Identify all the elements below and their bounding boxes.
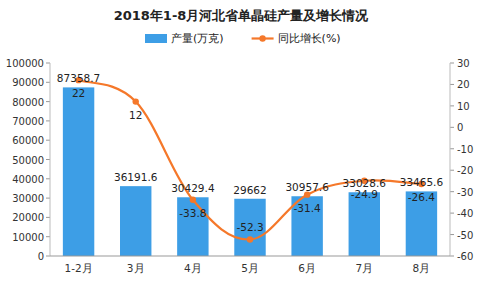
line-marker: [190, 197, 196, 203]
y2-tick-label: 10: [457, 101, 470, 112]
bar-label: 87358.7: [57, 72, 100, 84]
y-tick-label: 0: [38, 251, 44, 262]
bar-label: 33465.6: [400, 176, 444, 188]
bar: [177, 197, 208, 256]
y2-tick-label: -60: [457, 251, 473, 262]
line-label: -31.4: [294, 202, 321, 214]
line-marker: [133, 98, 139, 104]
y-tick-label: 20000: [12, 212, 44, 223]
line-label: -33.8: [179, 207, 206, 219]
y-tick-label: 40000: [12, 174, 44, 185]
legend-marker: [259, 35, 265, 41]
y-tick: [46, 120, 50, 121]
y-tick-label: 90000: [12, 77, 44, 88]
y2-axis: [450, 63, 451, 256]
y2-tick: [450, 256, 454, 257]
y-tick: [46, 178, 50, 179]
y2-tick-label: -40: [457, 208, 473, 219]
bar: [406, 191, 437, 256]
y2-tick: [450, 148, 454, 149]
bar-label: 30429.4: [171, 182, 215, 194]
x-tick-label: 5月: [241, 262, 259, 274]
x-tick-label: 4月: [184, 262, 202, 274]
chart: 2018年1-8月河北省单晶硅产量及增长情况 0 10000 20000 30000 40…: [0, 0, 482, 284]
y2-tick: [450, 213, 454, 214]
line-marker: [247, 236, 253, 242]
y-tick-label: 80000: [12, 97, 44, 108]
y-tick: [46, 101, 50, 102]
bar-label: 29662: [233, 184, 266, 196]
line-label: -52.3: [236, 221, 263, 233]
y2-tick-label: 30: [457, 58, 470, 69]
y-tick: [46, 63, 50, 64]
y-tick-label: 70000: [12, 116, 44, 127]
y2-tick: [450, 234, 454, 235]
bar-label: 30957.6: [285, 181, 329, 193]
y-tick: [46, 159, 50, 160]
y2-tick-label: -10: [457, 144, 473, 155]
y2-tick-label: 20: [457, 79, 470, 90]
legend-swatch: [145, 34, 167, 43]
line-label: -26.4: [408, 191, 435, 203]
y2-tick: [450, 105, 454, 106]
bar: [349, 192, 380, 256]
y-tick-label: 50000: [12, 155, 44, 166]
y-tick-label: 30000: [12, 193, 44, 204]
x-tick-label: 8月: [413, 262, 431, 274]
line-label: -24.9: [351, 188, 378, 200]
line: [79, 80, 422, 239]
legend-label: 同比增长(%): [278, 32, 341, 45]
line-label: 22: [72, 87, 85, 99]
x-axis: [50, 256, 450, 257]
x-tick-label: 6月: [298, 262, 316, 274]
bar: [120, 186, 151, 256]
y2-tick-label: -20: [457, 165, 473, 176]
plot-area: [63, 77, 437, 256]
bar: [63, 87, 94, 256]
y-tick: [46, 82, 50, 83]
bar-label: 36191.6: [114, 171, 158, 183]
y-tick-label: 60000: [12, 135, 44, 146]
y2-tick: [450, 84, 454, 85]
y2-tick-label: -50: [457, 230, 473, 241]
y2-tick: [450, 63, 454, 64]
data-labels: 87358.736191.630429.42966230957.633028.6…: [57, 72, 444, 233]
y2-tick: [450, 127, 454, 128]
line-label: 12: [129, 109, 142, 121]
bar: [291, 196, 322, 256]
legend: 产量(万克) 同比增长(%): [145, 32, 341, 45]
y2-tick: [450, 170, 454, 171]
y2-tick-label: -30: [457, 187, 473, 198]
y-axis: [50, 63, 51, 256]
y-tick-label: 100000: [6, 58, 44, 69]
bar: [234, 199, 265, 256]
y-tick: [46, 256, 50, 257]
y-tick: [46, 140, 50, 141]
x-tick-label: 3月: [127, 262, 145, 274]
y-tick: [46, 198, 50, 199]
y2-tick-label: 0: [457, 122, 463, 133]
y2-tick: [450, 191, 454, 192]
legend-label: 产量(万克): [171, 32, 224, 45]
x-tick-label: 7月: [355, 262, 373, 274]
title: 2018年1-8月河北省单晶硅产量及增长情况: [114, 8, 370, 23]
y-tick: [46, 236, 50, 237]
x-tick-label: 1-2月: [64, 262, 92, 274]
y-tick-label: 10000: [12, 232, 44, 243]
y-tick: [46, 217, 50, 218]
